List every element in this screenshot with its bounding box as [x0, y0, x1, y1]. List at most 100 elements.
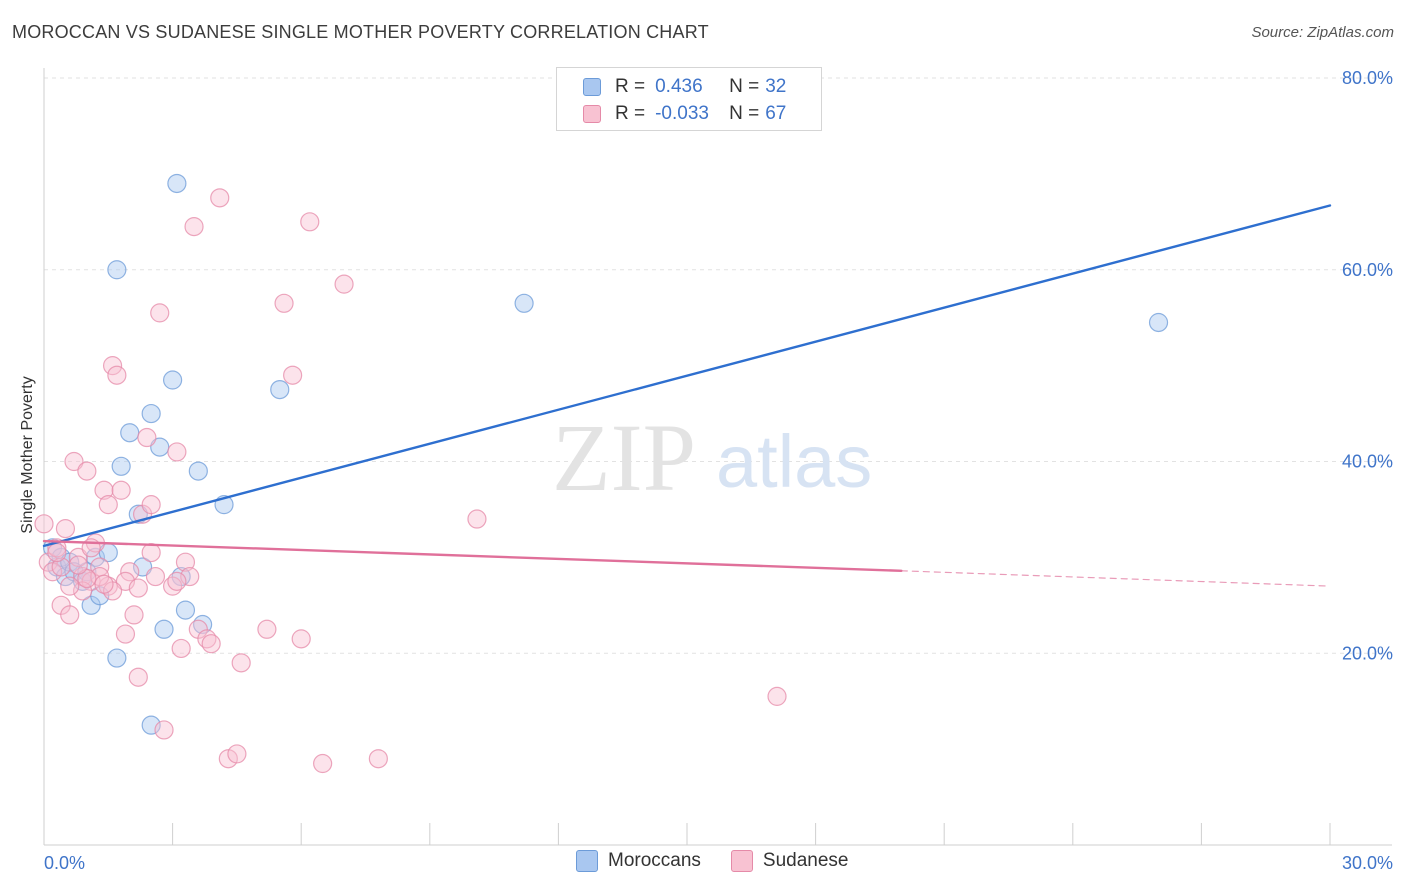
- moroccan-point: [163, 370, 183, 390]
- trend-layer: [42, 204, 1332, 587]
- sudanese-point: [180, 566, 200, 587]
- r-value: -0.033: [655, 103, 709, 124]
- sudanese-point: [145, 566, 166, 587]
- sudanese-point: [72, 581, 93, 601]
- moroccan-point: [141, 715, 161, 735]
- moroccan-point: [167, 173, 187, 194]
- sudanese-point: [51, 557, 71, 577]
- sudanese-point: [94, 480, 114, 500]
- y-tick-label: 20.0%: [1342, 643, 1393, 663]
- sudanese-point: [111, 480, 131, 500]
- sudanese-point: [60, 605, 80, 625]
- sudanese-point: [141, 495, 161, 515]
- sudanese-point: [291, 629, 311, 649]
- n-label: N =: [729, 103, 760, 124]
- n-value: 32: [765, 76, 787, 97]
- axis-layer: [43, 68, 1392, 846]
- chart-source: Source: ZipAtlas.com: [1251, 24, 1394, 41]
- sudanese-legend-label: Sudanese: [762, 850, 849, 871]
- sudanese-point: [167, 442, 187, 462]
- sudanese-point: [274, 293, 294, 313]
- moroccans-legend-label: Moroccans: [608, 850, 701, 871]
- sudanese-point: [767, 686, 787, 706]
- sudanese-point: [300, 212, 320, 232]
- sudanese-trend-extension: [900, 570, 1331, 587]
- moroccans-legend-swatch: [576, 850, 598, 872]
- legend-item-moroccans[interactable]: Moroccans: [576, 850, 701, 872]
- sudanese-point: [227, 744, 247, 764]
- legend-row-moroccans: R = 0.436 N = 32: [583, 74, 786, 100]
- moroccan-point: [141, 403, 161, 424]
- sudanese-point: [171, 638, 191, 659]
- grid-layer: [44, 77, 1392, 654]
- sudanese-point: [334, 274, 354, 294]
- moroccan-point: [120, 423, 140, 443]
- sudanese-point: [167, 571, 187, 591]
- sudanese-point: [150, 303, 170, 323]
- sudanese-point: [77, 461, 97, 481]
- sudanese-point: [175, 552, 196, 572]
- x-tick-label: 0.0%: [44, 853, 85, 873]
- sudanese-point: [107, 365, 127, 385]
- moroccan-point: [154, 619, 174, 639]
- points-layer: [34, 173, 1169, 774]
- series-legend: Moroccans Sudanese: [576, 850, 879, 872]
- r-label: R =: [615, 76, 646, 97]
- moroccans-trend-line: [42, 204, 1332, 548]
- moroccan-point: [85, 547, 106, 567]
- sudanese-point: [68, 547, 88, 567]
- moroccan-point: [111, 456, 131, 476]
- n-label: N =: [729, 76, 760, 97]
- r-label: R =: [615, 103, 646, 124]
- sudanese-point: [137, 427, 157, 448]
- sudanese-point: [154, 720, 174, 740]
- n-value: 67: [765, 103, 787, 124]
- sudanese-point: [184, 217, 204, 237]
- y-tick-label: 40.0%: [1342, 452, 1393, 472]
- watermark-atlas: atlas: [716, 420, 872, 503]
- sudanese-point: [47, 542, 67, 563]
- moroccan-point: [175, 600, 196, 620]
- sudanese-point: [60, 576, 80, 596]
- sudanese-point: [128, 578, 148, 598]
- sudanese-point: [313, 753, 333, 774]
- moroccan-point: [132, 557, 153, 577]
- sudanese-point: [120, 562, 140, 582]
- sudanese-point: [201, 634, 221, 654]
- moroccan-point: [107, 648, 127, 668]
- tick-label-layer: 20.0% 40.0% 60.0% 80.0% 0.0% 30.0%: [44, 68, 1393, 873]
- moroccan-point: [514, 293, 534, 313]
- moroccan-point: [1148, 312, 1169, 333]
- sudanese-point: [34, 514, 54, 534]
- legend-item-sudanese[interactable]: Sudanese: [730, 850, 849, 872]
- moroccans-swatch: [583, 78, 601, 96]
- sudanese-point: [94, 574, 114, 594]
- sudanese-point: [98, 495, 118, 515]
- y-tick-label: 80.0%: [1342, 68, 1393, 88]
- sudanese-point: [124, 605, 144, 625]
- sudanese-legend-swatch: [730, 850, 753, 872]
- sudanese-point: [128, 667, 148, 687]
- sudanese-swatch: [583, 105, 601, 123]
- r-value: 0.436: [655, 76, 703, 97]
- x-tick-label: 30.0%: [1342, 853, 1393, 873]
- sudanese-point: [210, 188, 230, 208]
- sudanese-trend-line: [42, 539, 903, 572]
- sudanese-point: [467, 509, 487, 529]
- sudanese-point: [55, 519, 76, 539]
- sudanese-point: [102, 356, 123, 376]
- sudanese-point: [368, 749, 388, 769]
- sudanese-point: [141, 542, 161, 563]
- moroccan-point: [270, 379, 290, 400]
- chart-title: MOROCCAN VS SUDANESE SINGLE MOTHER POVER…: [12, 22, 709, 42]
- moroccan-point: [188, 461, 208, 481]
- legend-row-sudanese: R = -0.033 N = 67: [583, 101, 786, 127]
- sudanese-point: [231, 653, 251, 673]
- watermark-zip: ZIP: [552, 404, 696, 511]
- moroccan-point: [107, 260, 127, 280]
- sudanese-point: [115, 624, 136, 644]
- sudanese-point: [257, 619, 277, 639]
- sudanese-point: [68, 555, 88, 575]
- sudanese-point: [283, 365, 303, 385]
